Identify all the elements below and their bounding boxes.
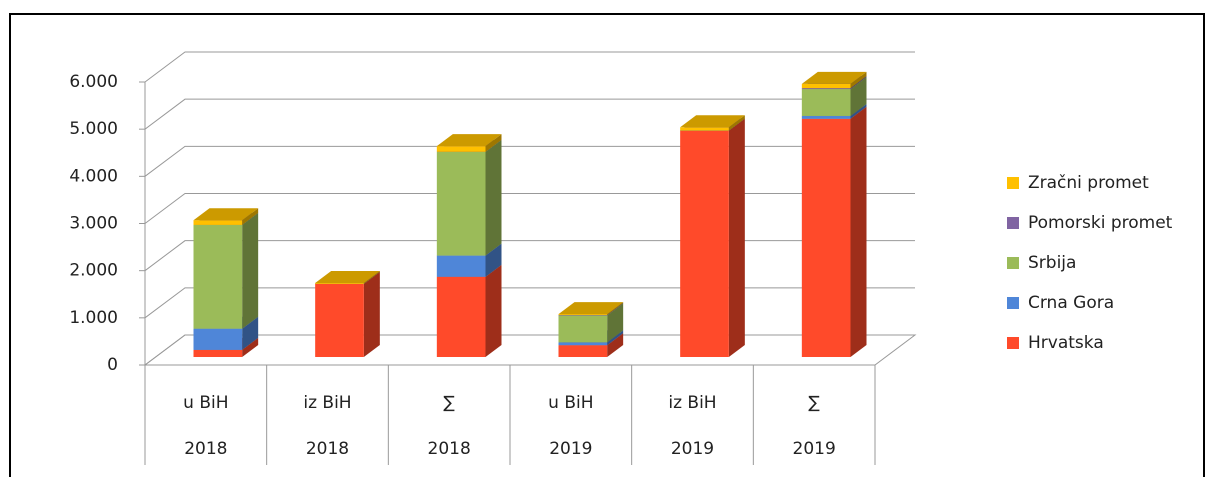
x-tick-label: 2018 [306,439,349,459]
bar-side [485,134,502,152]
legend-label: Crna Gora [1028,293,1114,313]
bar-top [193,208,259,221]
bar-side [607,330,624,346]
bar-side [242,208,259,225]
bar-side [728,115,745,131]
bar-top [801,71,867,84]
bar-side [850,103,867,119]
legend-swatch [1007,177,1019,189]
bar [801,118,851,357]
legend-swatch [1007,297,1019,309]
frame [9,13,1205,477]
bar-side [607,303,624,343]
grid-line [144,145,915,177]
bar [801,115,851,119]
bar-side [728,118,745,357]
bar [193,220,243,225]
bar-side [850,106,867,357]
bar-top [680,115,745,128]
bar [193,328,243,350]
bar-top [436,134,502,147]
y-tick-label: 4.000 [69,166,118,186]
bar-side [242,316,259,350]
y-tick-label: 0 [107,355,118,375]
bar-side [850,71,867,89]
bar-side [485,264,502,357]
legend-swatch [1007,257,1019,269]
x-tick-label: 2018 [428,439,471,459]
bar [558,314,608,316]
bar-side [363,270,380,284]
x-tick-label: iz BiH [303,393,351,413]
bar-side [850,77,867,116]
bar [436,146,486,152]
bar-side [363,271,380,357]
legend-label: Pomorski promet [1028,213,1173,233]
bar [558,345,608,357]
grid-line [144,193,915,224]
bar [680,130,729,357]
bar [558,315,608,343]
x-tick-label: ∑ [808,393,820,413]
bar [436,276,486,357]
grid-line [144,240,915,272]
bar-side [850,76,867,90]
legend-swatch [1007,217,1019,229]
grid-line [144,98,915,130]
legend-label: Srbija [1028,253,1076,273]
bar-side [607,302,624,316]
bar [315,282,364,284]
y-tick-label: 2.000 [69,261,118,281]
bar [193,349,243,357]
bar [801,89,851,116]
bar [193,224,243,329]
bar [680,127,729,131]
bar-side [607,303,624,316]
bar-top [315,270,380,283]
bar-side [242,212,259,329]
x-tick-label: 2019 [671,439,714,459]
x-tick-label: iz BiH [668,393,716,413]
bar-side [485,243,502,277]
x-tick-label: ∑ [443,393,455,413]
bar-side [242,337,259,357]
bar [315,283,364,357]
grid-line [144,334,915,366]
bar-side [607,333,624,357]
floor [143,334,917,366]
x-tick-label: u BiH [183,393,228,413]
legend-label: Zračni promet [1028,173,1149,193]
y-tick-label: 6.000 [69,72,118,92]
bar [801,83,851,89]
legend-label: Hrvatska [1028,333,1104,353]
bar-top [558,302,624,315]
x-tick-label: 2019 [793,439,836,459]
bar-side [485,139,502,256]
x-tick-label: 2018 [184,439,227,459]
bar [558,342,608,346]
bar [436,255,486,277]
grid-line [144,287,915,319]
bar [436,151,486,256]
x-tick-label: 2019 [549,439,592,459]
legend-swatch [1007,337,1019,349]
y-tick-label: 3.000 [69,214,118,234]
y-tick-label: 1.000 [69,308,118,328]
y-tick-label: 5.000 [69,119,118,139]
bar [801,88,851,90]
grid-line [144,51,915,83]
x-tick-label: u BiH [548,393,593,413]
